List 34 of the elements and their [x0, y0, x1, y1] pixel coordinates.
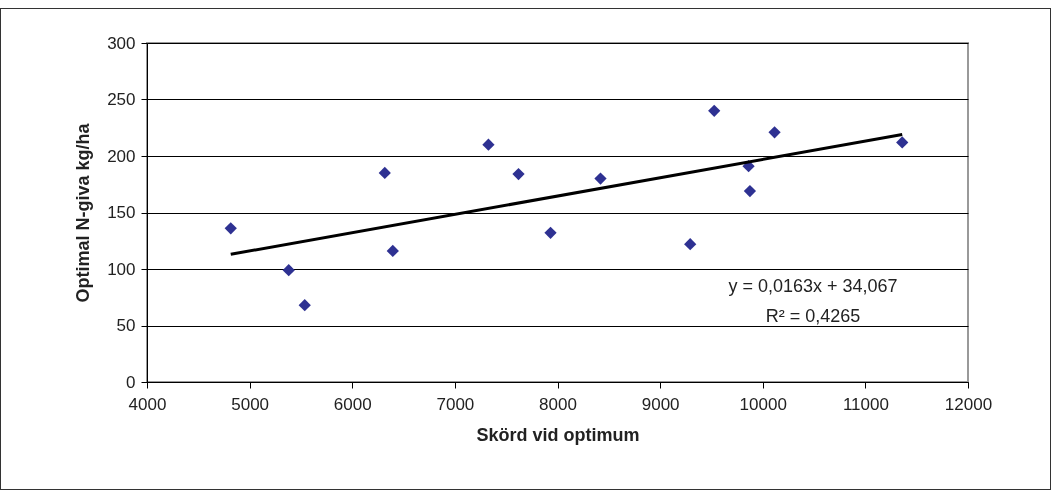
x-tick-label: 8000: [539, 394, 577, 414]
point: [594, 172, 607, 185]
x-tick-label: 5000: [231, 394, 270, 414]
annotation: R² = 0,4265: [765, 306, 861, 326]
y-tick-label: 300: [107, 33, 136, 53]
x-tick-label: 10000: [739, 394, 787, 414]
point: [298, 299, 311, 312]
x-tick-label: 4000: [128, 394, 167, 414]
x-tick-label: 7000: [436, 394, 475, 414]
point: [896, 136, 909, 149]
point: [684, 238, 697, 251]
y-axis-title: Optimal N-giva kg/ha: [73, 122, 94, 303]
point: [768, 126, 781, 139]
x-tick-label: 9000: [641, 394, 680, 414]
point: [378, 166, 391, 180]
x-tick-label: 12000: [944, 394, 993, 414]
point: [386, 244, 399, 258]
point: [282, 264, 295, 277]
annotation: y = 0,0163x + 34,067: [728, 276, 898, 296]
y-tick-label: 250: [107, 90, 136, 109]
point: [708, 104, 721, 117]
y-tick-label: 0: [126, 372, 136, 392]
point: [482, 138, 495, 151]
point: [224, 222, 237, 235]
point: [512, 167, 525, 181]
x-tick-label: 11000: [842, 394, 889, 414]
y-tick-label: 150: [107, 203, 136, 222]
point: [544, 226, 557, 239]
x-tick-label: 6000: [333, 394, 372, 414]
y-tick-label: 50: [116, 316, 136, 335]
y-tick-label: 100: [107, 259, 136, 279]
y-tick-label: 200: [107, 146, 136, 166]
point: [743, 184, 757, 198]
x-axis-title: Skörd vid optimum: [476, 424, 640, 445]
